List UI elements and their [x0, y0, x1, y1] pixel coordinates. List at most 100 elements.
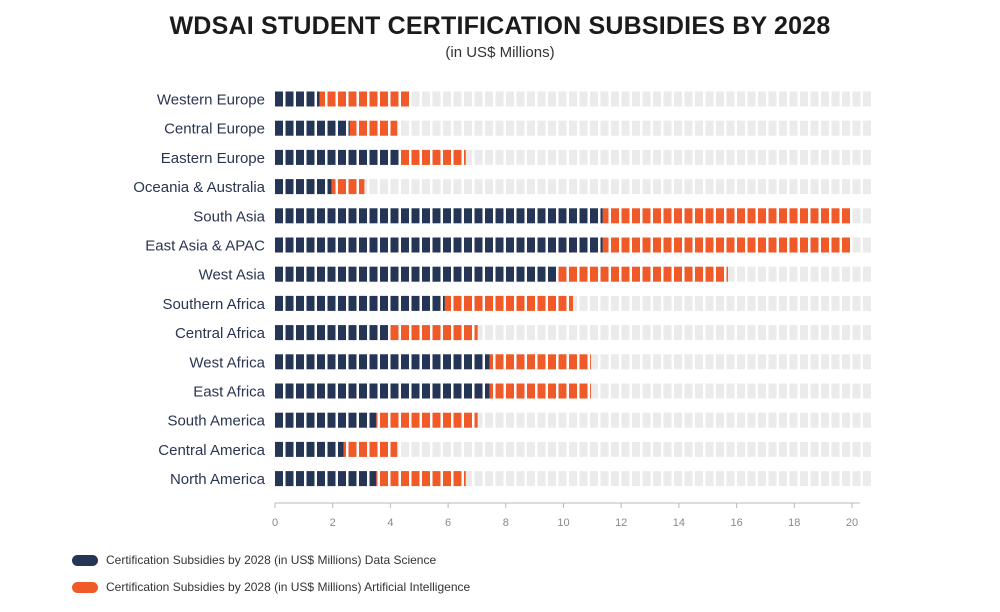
- block-gap: [472, 353, 475, 370]
- block-gap: [440, 353, 443, 370]
- bar-data-science-central-africa: [275, 325, 389, 341]
- background-block: [800, 295, 808, 311]
- background-block: [779, 354, 787, 370]
- block-gap: [346, 91, 349, 107]
- background-block: [516, 120, 525, 136]
- bar-data-science-southern-africa: [275, 295, 445, 311]
- block-gap: [472, 237, 475, 253]
- background-block: [495, 441, 504, 457]
- block-gap: [577, 266, 580, 283]
- block-gap: [304, 266, 307, 283]
- background-block: [569, 179, 577, 195]
- background-block: [747, 295, 756, 311]
- background-block: [474, 441, 483, 457]
- block-gap: [356, 383, 359, 399]
- background-block: [579, 441, 588, 457]
- background-block: [842, 179, 850, 195]
- background-block: [716, 441, 724, 457]
- background-block: [758, 325, 766, 341]
- block-gap: [535, 266, 538, 283]
- block-gap: [419, 149, 422, 166]
- block-gap: [325, 207, 328, 224]
- background-block: [590, 471, 598, 487]
- block-gap: [713, 266, 716, 283]
- block-gap: [377, 149, 380, 166]
- block-gap: [850, 237, 853, 253]
- background-block: [737, 149, 745, 165]
- block-gap: [304, 207, 307, 224]
- background-block: [831, 91, 840, 107]
- block-gap: [314, 441, 317, 458]
- background-block: [716, 179, 724, 195]
- background-block: [674, 179, 682, 195]
- block-gap: [503, 266, 506, 283]
- background-block: [684, 441, 693, 457]
- background-block: [705, 295, 714, 311]
- block-gap: [346, 295, 349, 312]
- background-block: [579, 295, 588, 311]
- background-block: [422, 441, 430, 457]
- block-gap: [346, 441, 349, 458]
- background-block: [485, 149, 493, 165]
- bar-data-science-oceania-and-australia: [275, 179, 332, 195]
- background-block: [632, 325, 640, 341]
- background-block: [548, 149, 556, 165]
- background-block: [842, 412, 850, 428]
- block-gap: [409, 324, 412, 341]
- bar-ai-west-asia: [558, 266, 728, 282]
- block-gap: [608, 266, 611, 283]
- block-gap: [482, 353, 485, 370]
- background-block: [590, 149, 598, 165]
- background-block: [600, 441, 609, 457]
- background-block: [842, 266, 850, 282]
- background-block: [747, 383, 756, 399]
- background-block: [642, 412, 651, 428]
- background-block: [821, 91, 829, 107]
- block-gap: [314, 149, 317, 166]
- block-gap: [461, 412, 464, 429]
- background-block: [485, 471, 493, 487]
- background-block: [684, 120, 693, 136]
- block-gap: [325, 237, 328, 253]
- x-tick-label-2: 2: [330, 517, 336, 529]
- background-block: [663, 295, 672, 311]
- background-block: [632, 120, 640, 136]
- block-gap: [419, 207, 422, 224]
- background-block: [516, 91, 525, 107]
- background-block: [789, 120, 798, 136]
- background-block: [779, 471, 787, 487]
- block-gap: [346, 120, 349, 137]
- block-gap: [566, 266, 569, 283]
- background-block: [768, 266, 777, 282]
- block-gap: [314, 412, 317, 429]
- background-block: [726, 179, 735, 195]
- block-gap: [556, 207, 559, 224]
- block-gap: [304, 441, 307, 458]
- background-block: [842, 383, 850, 399]
- background-block: [842, 354, 850, 370]
- block-gap: [440, 295, 443, 312]
- block-gap: [293, 207, 296, 224]
- background-block: [485, 325, 493, 341]
- background-block: [831, 354, 840, 370]
- block-gap: [367, 353, 370, 370]
- background-block: [485, 179, 493, 195]
- background-block: [537, 441, 546, 457]
- background-block: [527, 412, 535, 428]
- block-gap: [388, 266, 391, 283]
- background-block: [569, 149, 577, 165]
- block-gap: [503, 353, 506, 370]
- background-block: [863, 266, 871, 282]
- background-block: [800, 120, 808, 136]
- background-block: [443, 120, 451, 136]
- background-block: [684, 471, 693, 487]
- background-block: [831, 295, 840, 311]
- block-gap: [293, 383, 296, 399]
- background-block: [821, 441, 829, 457]
- block-gap: [566, 353, 569, 370]
- block-gap: [293, 91, 296, 107]
- background-block: [737, 354, 745, 370]
- background-block: [768, 354, 777, 370]
- block-gap: [608, 207, 611, 224]
- background-block: [684, 295, 693, 311]
